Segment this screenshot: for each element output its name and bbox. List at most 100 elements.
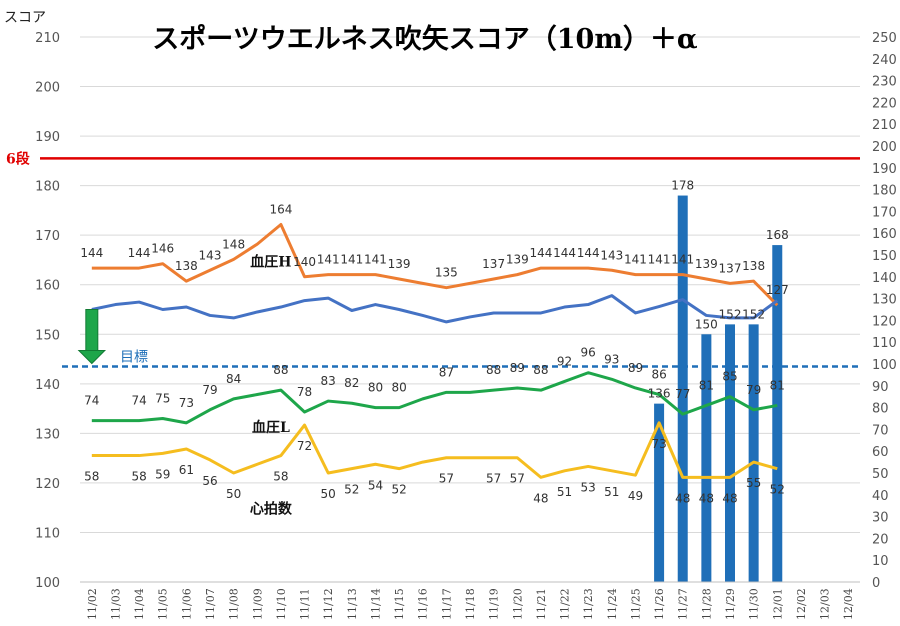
data-label: 96 — [581, 346, 596, 360]
data-label: 81 — [699, 378, 714, 392]
data-label: 164 — [269, 202, 292, 216]
line-series — [91, 222, 779, 479]
data-label: 74 — [131, 394, 146, 408]
y-tick-label: 120 — [35, 477, 60, 492]
bar — [654, 403, 665, 582]
data-label: 80 — [391, 381, 406, 395]
arrow-head-icon — [77, 350, 107, 365]
data-label: 92 — [557, 354, 572, 368]
data-label: 77 — [675, 387, 690, 401]
data-label: 73 — [179, 396, 194, 410]
bar-data-label: 178 — [671, 179, 694, 193]
data-label: 143 — [600, 248, 623, 262]
x-tick-label: 11/18 — [464, 588, 477, 620]
y2-tick-label: 180 — [872, 184, 897, 199]
data-label: 57 — [439, 472, 454, 486]
y2-tick-label: 240 — [872, 53, 897, 68]
x-tick-label: 11/24 — [606, 588, 619, 620]
x-tick-label: 11/30 — [748, 588, 761, 620]
y-tick-label: 150 — [35, 328, 60, 343]
data-label: 144 — [529, 246, 552, 260]
bar — [772, 245, 783, 582]
data-label: 141 — [340, 253, 363, 267]
y2-tick-label: 130 — [872, 293, 897, 308]
x-tick-label: 11/04 — [133, 588, 146, 620]
reference-label: 目標 — [120, 349, 148, 365]
y-tick-label: 100 — [35, 576, 60, 591]
y2-tick-label: 120 — [872, 314, 897, 329]
y2-tick-label: 90 — [872, 380, 889, 395]
data-label: 137 — [482, 257, 505, 271]
data-label: 144 — [128, 246, 151, 260]
bar — [725, 324, 735, 582]
data-label: 50 — [226, 487, 241, 501]
x-tick-label: 11/12 — [322, 588, 335, 620]
data-label: 88 — [533, 363, 548, 377]
series-line — [91, 371, 778, 425]
y-tick-label: 130 — [35, 427, 60, 442]
y2-tick-label: 0 — [872, 576, 880, 591]
data-label: 84 — [226, 372, 241, 386]
data-label: 139 — [388, 257, 411, 271]
data-label: 48 — [533, 491, 548, 505]
data-label: 87 — [439, 365, 454, 379]
data-label: 58 — [131, 470, 146, 484]
data-label: 141 — [624, 253, 647, 267]
data-label: 55 — [746, 476, 761, 490]
y2-tick-label: 40 — [872, 489, 889, 504]
data-label: 89 — [510, 361, 525, 375]
data-label: 140 — [293, 255, 316, 269]
data-label: 48 — [699, 491, 714, 505]
x-tick-label: 11/29 — [724, 588, 737, 620]
y-tick-label: 190 — [35, 130, 60, 145]
x-tick-label: 11/13 — [346, 588, 359, 620]
data-label: 56 — [202, 474, 217, 488]
x-tick-label: 11/02 — [86, 588, 99, 620]
x-tick-label: 12/04 — [842, 588, 855, 620]
y-tick-label: 140 — [35, 378, 60, 393]
data-label: 141 — [671, 253, 694, 267]
data-label: 74 — [84, 394, 99, 408]
series-line — [91, 294, 779, 324]
bar-data-label: 152 — [719, 307, 742, 321]
y2-tick-label: 140 — [872, 271, 897, 286]
data-label: 139 — [695, 257, 718, 271]
data-label: 139 — [506, 253, 529, 267]
x-tick-label: 11/11 — [299, 588, 312, 620]
data-label: 148 — [222, 237, 245, 251]
data-label: 72 — [297, 439, 312, 453]
x-tick-label: 11/20 — [511, 588, 524, 620]
x-tick-label: 11/03 — [109, 588, 122, 620]
y2-tick-label: 70 — [872, 423, 889, 438]
bar-data-label: 168 — [766, 228, 789, 242]
data-label: 85 — [722, 370, 737, 384]
data-label: 143 — [199, 248, 222, 262]
data-label: 53 — [581, 480, 596, 494]
data-label: 80 — [368, 381, 383, 395]
series-name-label: 血圧L — [252, 419, 290, 436]
series-name-label: 心拍数 — [250, 501, 293, 518]
data-label: 50 — [321, 487, 336, 501]
x-tick-label: 11/25 — [629, 588, 642, 620]
y2-tick-label: 250 — [872, 31, 897, 46]
data-label: 75 — [155, 392, 170, 406]
data-label: 58 — [273, 470, 288, 484]
data-label: 52 — [770, 483, 785, 497]
y2-tick-label: 80 — [872, 402, 889, 417]
x-tick-label: 11/15 — [393, 588, 406, 620]
x-tick-label: 12/03 — [819, 588, 832, 620]
data-label: 57 — [510, 472, 525, 486]
bar-data-label: 136 — [648, 387, 671, 401]
y-axis-title: スコア — [4, 10, 46, 26]
y-tick-label: 170 — [35, 229, 60, 244]
data-label: 89 — [628, 361, 643, 375]
x-tick-label: 11/14 — [369, 588, 382, 620]
x-tick-label: 11/27 — [677, 588, 690, 620]
data-label: 141 — [317, 253, 340, 267]
data-label: 52 — [344, 483, 359, 497]
x-tick-label: 11/26 — [653, 588, 666, 620]
x-tick-label: 11/10 — [275, 588, 288, 620]
y2-tick-label: 220 — [872, 96, 897, 111]
data-label: 54 — [368, 478, 383, 492]
y2-tick-label: 230 — [872, 75, 897, 90]
